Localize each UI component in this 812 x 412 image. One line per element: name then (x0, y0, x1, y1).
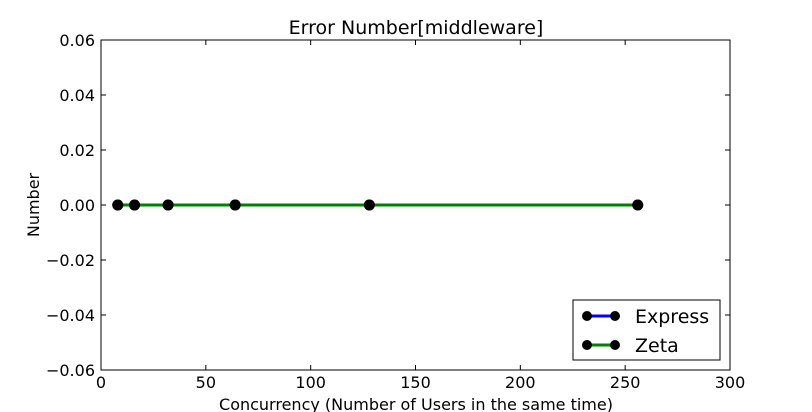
legend-marker (610, 311, 620, 321)
x-tick-label: 100 (295, 373, 326, 392)
x-axis: 0 50 100 150 200 250 300 (96, 40, 745, 392)
x-tick-label: 0 (96, 373, 106, 392)
y-tick-label: 0.00 (59, 196, 95, 215)
legend: Express Zeta (572, 299, 721, 361)
x-tick-label: 250 (610, 373, 641, 392)
legend-marker (582, 340, 592, 350)
y-axis: −0.06 −0.04 −0.02 0.00 0.02 0.04 0.06 (46, 31, 730, 380)
y-tick-label: 0.04 (59, 86, 95, 105)
y-tick-label: 0.06 (59, 31, 95, 50)
data-point (162, 199, 174, 211)
legend-label: Express (635, 306, 709, 328)
data-point (632, 199, 644, 211)
data-point (363, 199, 375, 211)
legend-marker (610, 340, 620, 350)
x-axis-title: Concurrency (Number of Users in the same… (219, 395, 613, 412)
x-tick-label: 200 (505, 373, 536, 392)
chart-title: Error Number[middleware] (289, 17, 544, 39)
data-point (129, 199, 141, 211)
legend-box (572, 299, 721, 361)
x-tick-label: 150 (400, 373, 431, 392)
x-tick-label: 300 (715, 373, 746, 392)
y-tick-label: −0.02 (46, 251, 95, 270)
legend-marker (582, 311, 592, 321)
data-point (112, 199, 124, 211)
y-tick-label: −0.06 (46, 361, 95, 380)
series-layer (112, 199, 644, 211)
data-point (229, 199, 241, 211)
y-tick-label: 0.02 (59, 141, 95, 160)
y-tick-label: −0.04 (46, 306, 95, 325)
legend-label: Zeta (635, 335, 679, 357)
x-tick-label: 50 (196, 373, 216, 392)
y-axis-title: Number (24, 172, 43, 237)
